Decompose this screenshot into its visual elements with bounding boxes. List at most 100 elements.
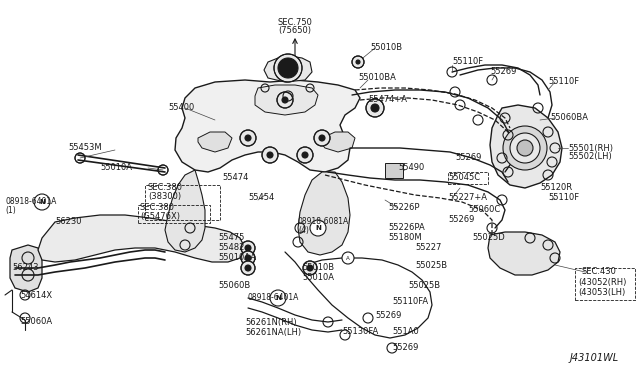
Text: A: A <box>346 256 350 260</box>
Text: 55110FA: 55110FA <box>392 298 428 307</box>
Text: 55010A: 55010A <box>302 273 334 282</box>
Text: 55010BA: 55010BA <box>358 74 396 83</box>
Text: (43053(LH): (43053(LH) <box>578 288 625 296</box>
Circle shape <box>278 58 298 78</box>
Circle shape <box>240 130 256 146</box>
Circle shape <box>342 252 354 264</box>
Polygon shape <box>175 80 360 172</box>
Text: 56243: 56243 <box>12 263 38 273</box>
Text: 54614X: 54614X <box>20 291 52 299</box>
Circle shape <box>245 245 251 251</box>
Text: 55130FA: 55130FA <box>342 327 378 337</box>
Circle shape <box>270 290 286 306</box>
Text: 55474: 55474 <box>222 173 248 183</box>
Bar <box>145 185 220 220</box>
Circle shape <box>262 147 278 163</box>
Circle shape <box>356 60 360 64</box>
Text: 55400: 55400 <box>168 103 195 112</box>
Text: 55180M: 55180M <box>388 234 422 243</box>
Text: 08918-6401A: 08918-6401A <box>248 294 300 302</box>
Circle shape <box>510 133 540 163</box>
Circle shape <box>517 140 533 156</box>
Text: 56230: 56230 <box>55 218 81 227</box>
Circle shape <box>352 56 364 68</box>
Text: (75650): (75650) <box>278 26 312 35</box>
Polygon shape <box>165 170 205 252</box>
Circle shape <box>371 104 379 112</box>
Text: 55025B: 55025B <box>408 280 440 289</box>
Text: 55453M: 55453M <box>68 144 102 153</box>
Text: 08918-6081A: 08918-6081A <box>298 218 349 227</box>
Text: 55227+A: 55227+A <box>448 193 487 202</box>
Text: 55110F: 55110F <box>548 77 579 87</box>
Text: 56261NA(LH): 56261NA(LH) <box>245 327 301 337</box>
Circle shape <box>34 194 50 210</box>
Text: 08918-6401A: 08918-6401A <box>5 198 56 206</box>
Circle shape <box>282 97 288 103</box>
Circle shape <box>274 54 302 82</box>
Circle shape <box>245 255 251 261</box>
Text: 55010B: 55010B <box>302 263 334 273</box>
Circle shape <box>307 265 313 271</box>
Circle shape <box>297 147 313 163</box>
Text: 55110F: 55110F <box>548 193 579 202</box>
Text: (G5476X): (G5476X) <box>140 212 180 221</box>
Polygon shape <box>38 215 245 262</box>
Text: (43052(RH): (43052(RH) <box>578 278 627 286</box>
Polygon shape <box>490 105 562 188</box>
Text: 55269: 55269 <box>448 215 474 224</box>
Polygon shape <box>320 132 355 152</box>
Circle shape <box>310 220 326 236</box>
Polygon shape <box>488 232 560 275</box>
Text: SEC.380: SEC.380 <box>148 183 183 192</box>
Text: 55226P: 55226P <box>388 203 419 212</box>
Text: 55025D: 55025D <box>472 234 505 243</box>
Text: 551A0: 551A0 <box>392 327 419 337</box>
Polygon shape <box>255 85 318 115</box>
Text: 55060B: 55060B <box>218 280 250 289</box>
Text: 55475: 55475 <box>218 234 244 243</box>
Text: 55501(RH): 55501(RH) <box>568 144 613 153</box>
Circle shape <box>284 64 292 72</box>
Polygon shape <box>198 132 232 152</box>
Text: 55482: 55482 <box>218 244 244 253</box>
Text: (1): (1) <box>5 205 16 215</box>
Text: 55227: 55227 <box>415 244 442 253</box>
Circle shape <box>277 92 293 108</box>
Polygon shape <box>10 245 42 292</box>
Circle shape <box>366 99 384 117</box>
Text: 55474+A: 55474+A <box>368 96 407 105</box>
Text: 55269: 55269 <box>375 311 401 320</box>
Circle shape <box>267 152 273 158</box>
Text: 55060C: 55060C <box>468 205 500 215</box>
Text: 55110F: 55110F <box>452 58 483 67</box>
Text: 55010AA: 55010AA <box>218 253 256 263</box>
Text: J43101WL: J43101WL <box>570 353 619 363</box>
Text: 55025B: 55025B <box>415 260 447 269</box>
Text: SEC.750: SEC.750 <box>278 18 312 27</box>
Circle shape <box>245 135 251 141</box>
Circle shape <box>245 265 251 271</box>
Circle shape <box>503 126 547 170</box>
Bar <box>138 205 210 223</box>
Text: 55060A: 55060A <box>20 317 52 327</box>
Text: 55269: 55269 <box>455 154 481 163</box>
Text: 55060BA: 55060BA <box>550 113 588 122</box>
Bar <box>575 268 635 300</box>
Circle shape <box>302 152 308 158</box>
Circle shape <box>241 251 255 265</box>
Text: 55490: 55490 <box>398 164 424 173</box>
Text: 55010B: 55010B <box>370 44 402 52</box>
Text: 55454: 55454 <box>248 193 275 202</box>
Text: N: N <box>315 225 321 231</box>
Text: 55045C: 55045C <box>448 173 480 183</box>
Text: SEC.380: SEC.380 <box>140 203 175 212</box>
Circle shape <box>278 58 298 78</box>
Text: (4): (4) <box>298 225 309 234</box>
Circle shape <box>303 261 317 275</box>
Polygon shape <box>298 172 350 255</box>
Text: 55502(LH): 55502(LH) <box>568 153 612 161</box>
Polygon shape <box>264 56 312 82</box>
Text: (38300): (38300) <box>148 192 181 201</box>
Text: 55269: 55269 <box>490 67 516 77</box>
